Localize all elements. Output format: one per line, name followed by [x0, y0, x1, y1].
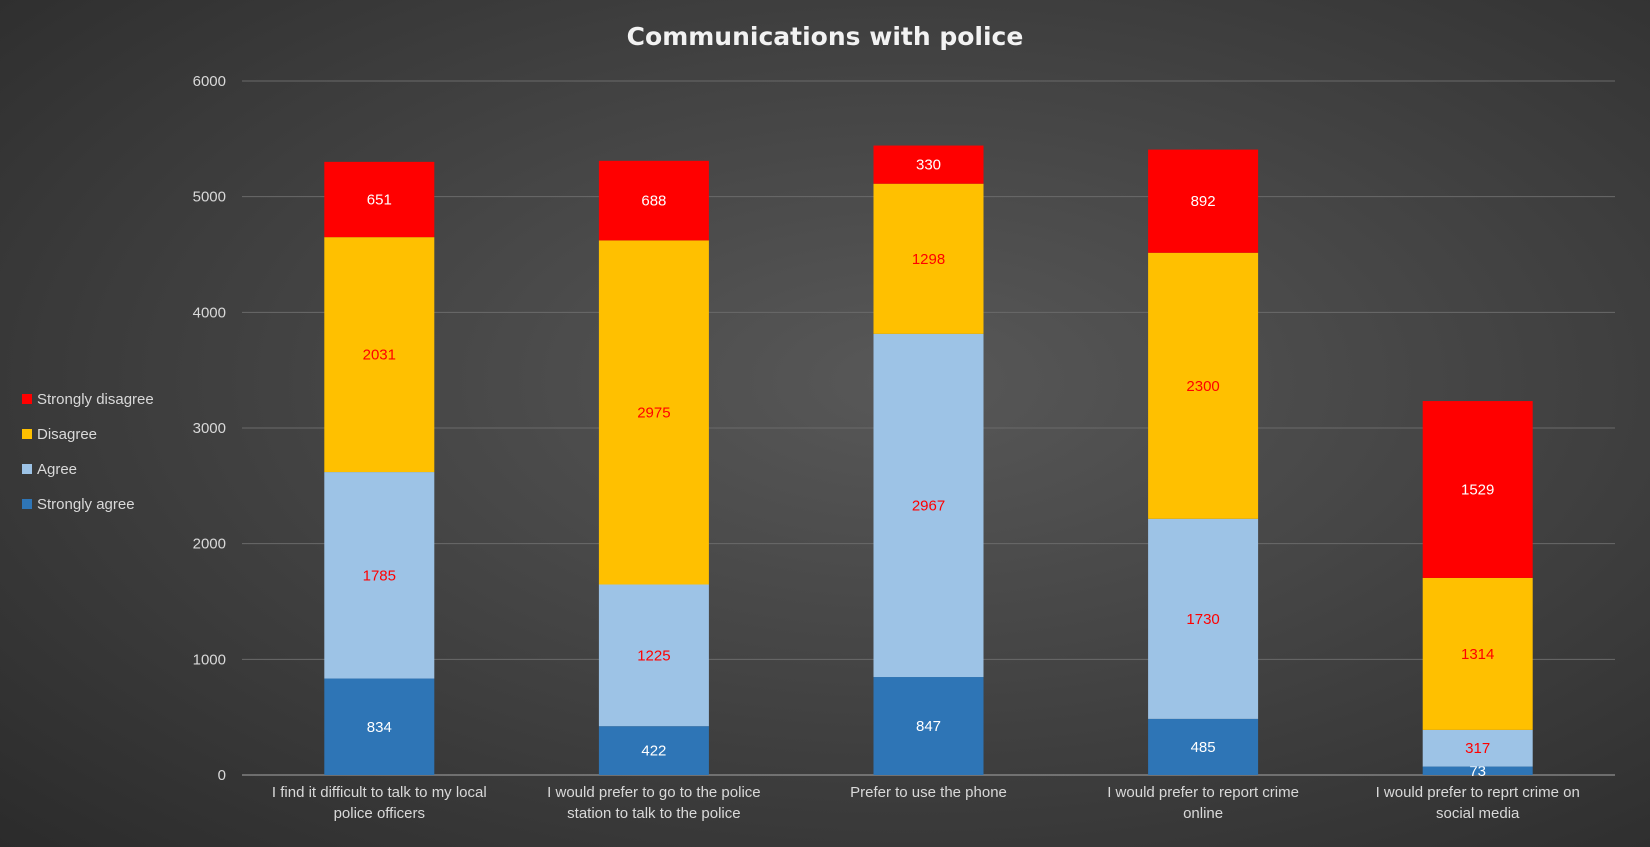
bar-segment — [324, 678, 435, 775]
y-tick-label: 5000 — [193, 189, 226, 206]
bar-segment — [1148, 518, 1259, 719]
bar-segment — [1148, 149, 1259, 253]
data-label: 1730 — [1186, 611, 1219, 628]
data-label: 422 — [641, 743, 666, 760]
legend-label: Strongly agree — [37, 496, 135, 513]
data-label: 2031 — [363, 347, 396, 364]
bar-segment — [1422, 729, 1533, 767]
x-category-label: I would prefer to report crime — [1107, 784, 1299, 801]
x-category-label: station to talk to the police — [567, 805, 740, 822]
data-label: 485 — [1191, 739, 1216, 756]
y-tick-label: 3000 — [193, 420, 226, 437]
bar-segment — [1148, 718, 1259, 775]
bar-segment — [598, 584, 709, 727]
bar-segment — [873, 183, 984, 334]
bar-segment — [324, 237, 435, 473]
x-category-label: I would prefer to reprt crime on — [1376, 784, 1580, 801]
data-label: 847 — [916, 718, 941, 735]
bar-segment — [1422, 401, 1533, 578]
data-label: 834 — [367, 719, 392, 736]
data-label: 73 — [1469, 763, 1486, 780]
bar-segment — [598, 240, 709, 585]
legend-swatch — [22, 394, 32, 404]
bar-segment — [324, 472, 435, 679]
data-label: 1225 — [637, 647, 670, 664]
bar-segment — [598, 160, 709, 241]
data-label: 330 — [916, 157, 941, 174]
x-category-label: I find it difficult to talk to my local — [272, 784, 487, 801]
bar-segment — [873, 677, 984, 775]
data-label: 651 — [367, 192, 392, 209]
x-category-label: Prefer to use the phone — [850, 784, 1007, 801]
data-label: 2975 — [637, 404, 670, 421]
y-tick-label: 2000 — [193, 536, 226, 553]
legend-swatch — [22, 429, 32, 439]
y-tick-label: 6000 — [193, 73, 226, 90]
bar-segment — [873, 145, 984, 184]
legend-label: Disagree — [37, 426, 97, 443]
data-label: 317 — [1465, 740, 1490, 757]
data-label: 2300 — [1186, 378, 1219, 395]
data-label: 1529 — [1461, 481, 1494, 498]
legend-label: Strongly disagree — [37, 391, 154, 408]
bar-segment — [1148, 252, 1259, 519]
bar-segment — [1422, 577, 1533, 730]
bar-segment — [1422, 766, 1533, 775]
data-label: 688 — [641, 193, 666, 210]
bar-segment — [598, 726, 709, 775]
y-tick-label: 4000 — [193, 304, 226, 321]
data-label: 1785 — [363, 567, 396, 584]
chart-title: Communications with police — [627, 22, 1024, 51]
data-label: 2967 — [912, 497, 945, 514]
x-category-label: social media — [1436, 805, 1520, 822]
legend-swatch — [22, 464, 32, 474]
y-tick-label: 1000 — [193, 651, 226, 668]
data-label: 1314 — [1461, 646, 1494, 663]
y-tick-label: 0 — [218, 767, 226, 784]
bar-segment — [873, 333, 984, 678]
data-label: 892 — [1191, 193, 1216, 210]
x-category-label: I would prefer to go to the police — [547, 784, 760, 801]
x-category-label: online — [1183, 805, 1223, 822]
legend-label: Agree — [37, 461, 77, 478]
x-category-label: police officers — [334, 805, 425, 822]
bar-segment — [324, 161, 435, 238]
legend-swatch — [22, 499, 32, 509]
data-label: 1298 — [912, 251, 945, 268]
